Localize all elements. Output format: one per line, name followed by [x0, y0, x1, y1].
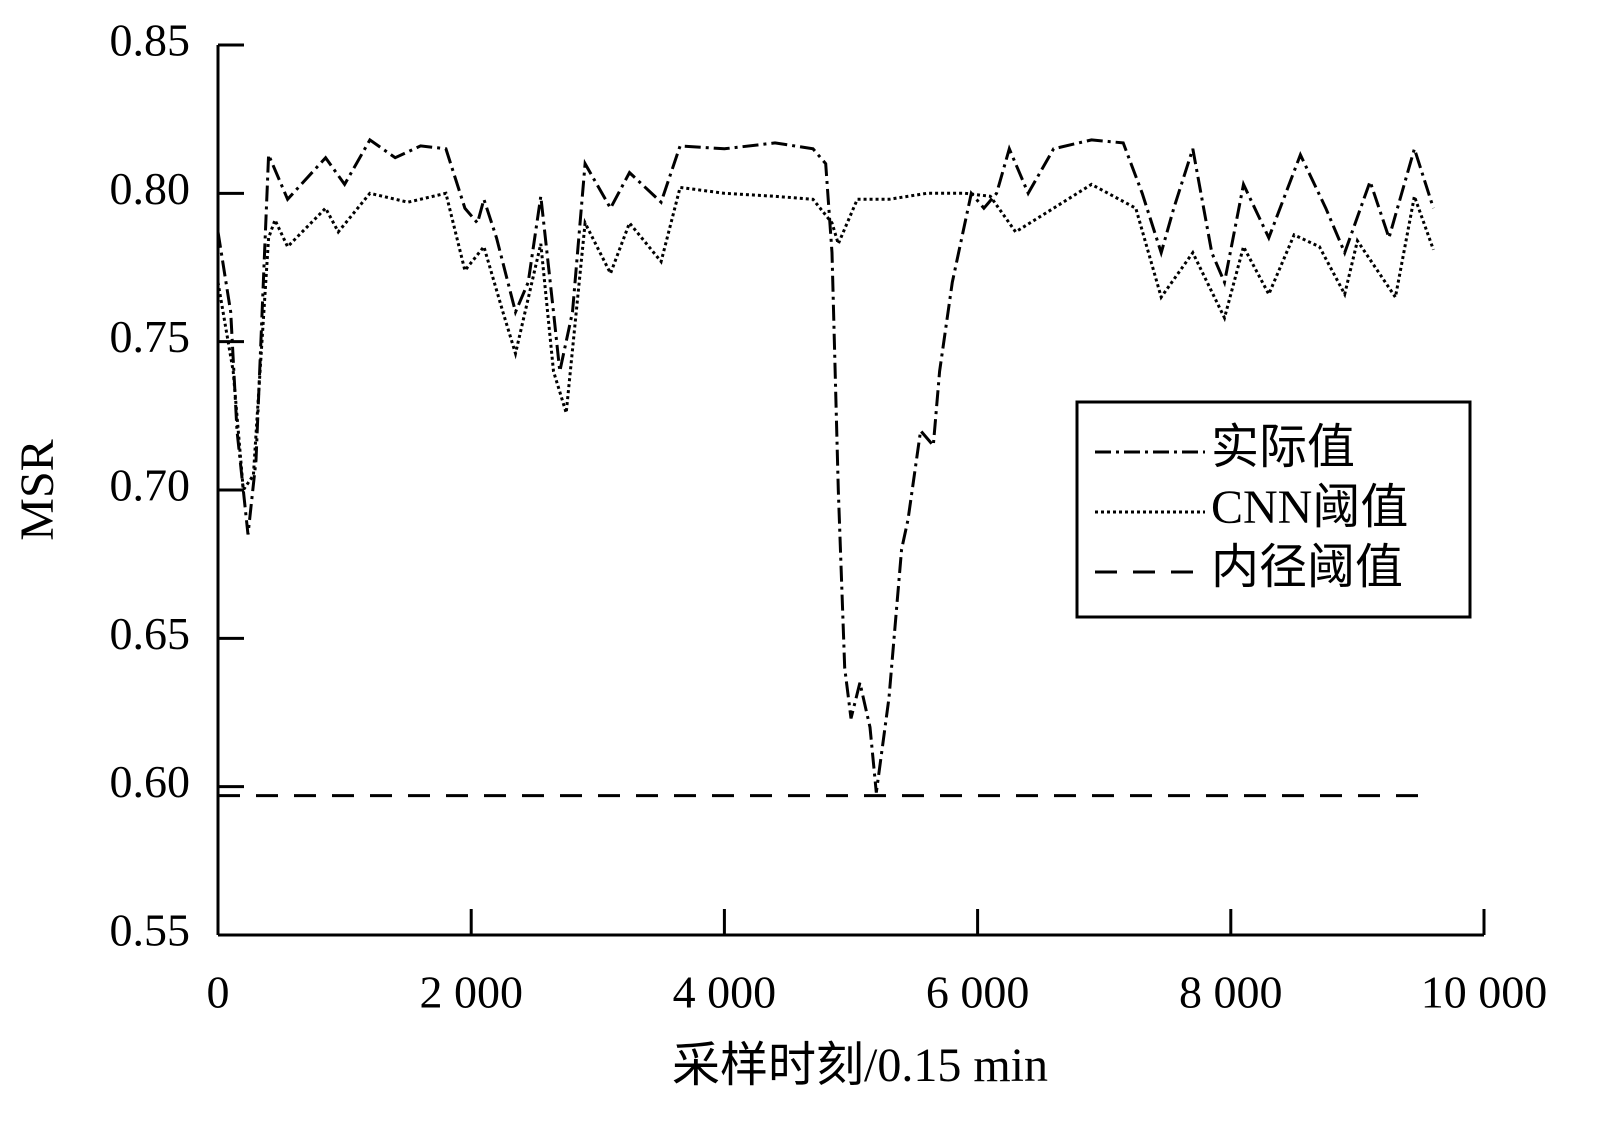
- x-tick-label: 10 000: [1421, 967, 1548, 1018]
- data-line: [216, 182, 1435, 495]
- y-tick-label: 0.70: [110, 460, 191, 511]
- legend-label: CNN阈值: [1211, 481, 1408, 534]
- y-tick-label: 0.60: [110, 756, 191, 807]
- x-tick-label: 4 000: [673, 967, 777, 1018]
- x-axis-label: 采样时刻/0.15 min: [672, 1039, 1048, 1092]
- y-tick-label: 0.80: [110, 163, 191, 214]
- x-tick-label: 2 000: [419, 967, 523, 1018]
- y-tick-label: 0.85: [110, 15, 191, 66]
- x-tick-label: 8 000: [1179, 967, 1283, 1018]
- legend-box: [1075, 400, 1472, 619]
- x-tick-label: 6 000: [926, 967, 1030, 1018]
- y-axis-label: MSR: [11, 439, 64, 540]
- x-tick-label: 0: [207, 967, 230, 1018]
- data-line: [216, 137, 1435, 793]
- y-tick-label: 0.65: [110, 608, 191, 659]
- y-tick-label: 0.75: [110, 311, 191, 362]
- legend-label: 内径阈值: [1211, 541, 1403, 594]
- y-tick-label: 0.55: [110, 905, 191, 956]
- legend-label: 实际值: [1211, 421, 1355, 474]
